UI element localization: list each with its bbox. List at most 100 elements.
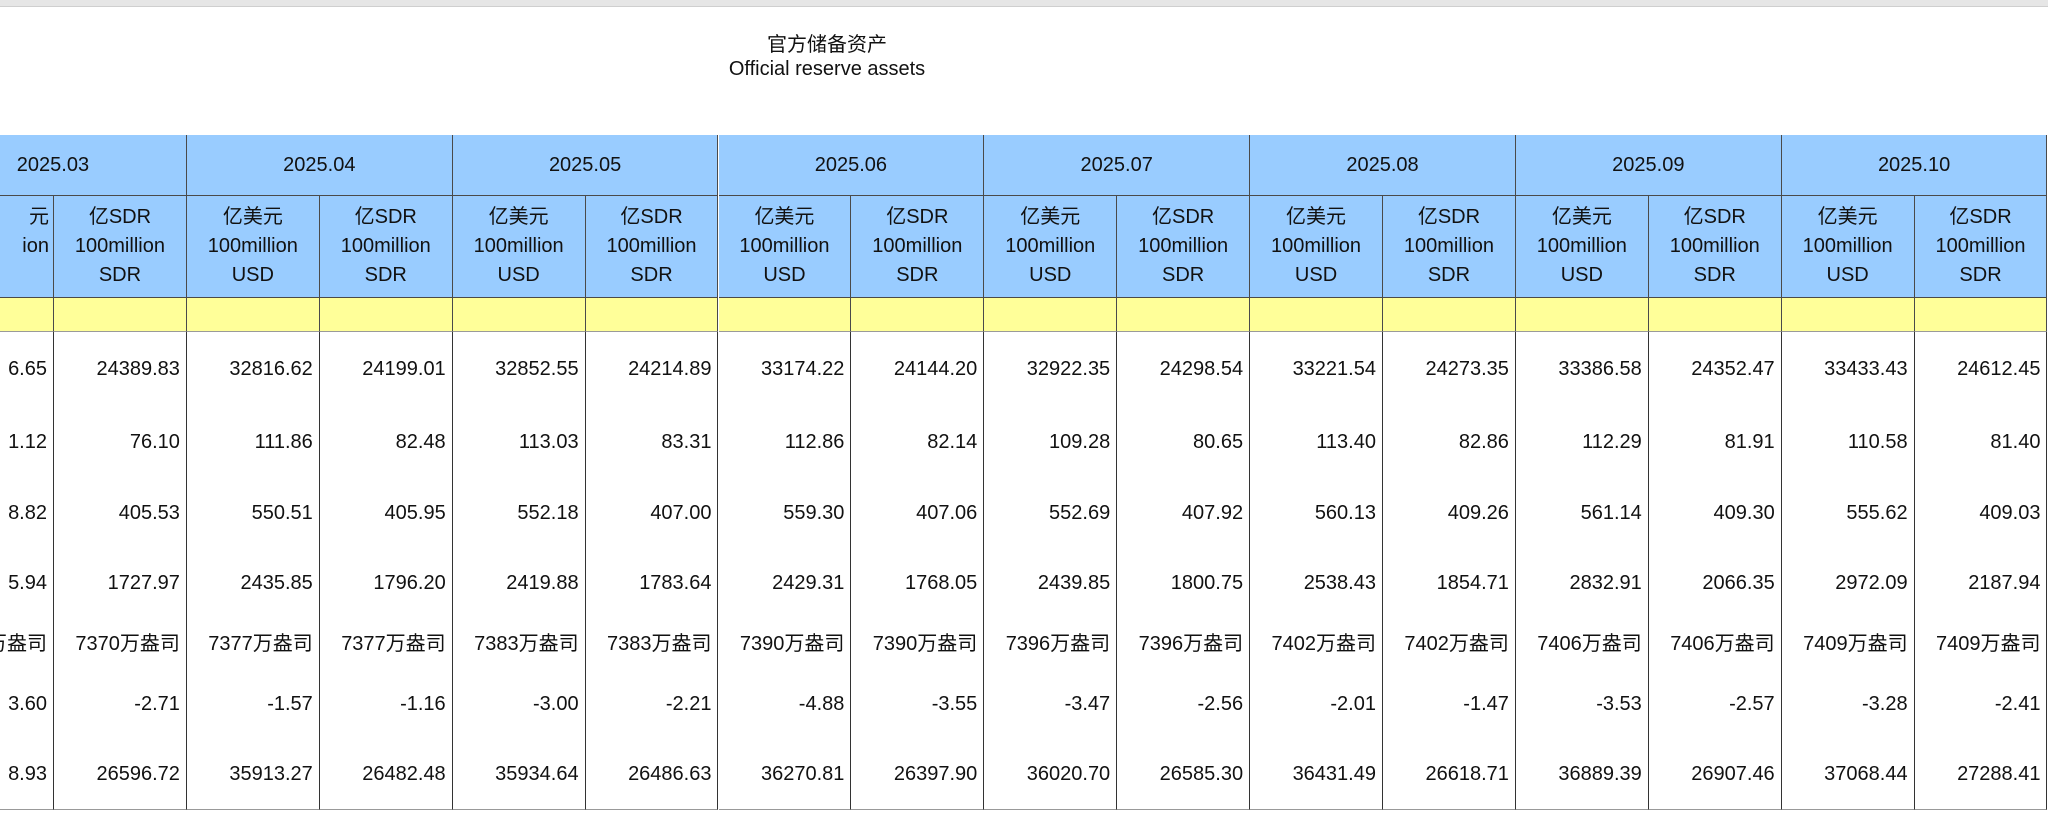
cell-value: 7406万盎司 <box>1670 632 1775 655</box>
data-cell: 2439.85 <box>984 548 1118 619</box>
data-cell: 37068.44 <box>1781 740 1915 810</box>
data-cell: -3.00 <box>453 669 586 740</box>
data-cell: 24199.01 <box>320 332 453 406</box>
data-cell: 万盎司 <box>0 619 54 669</box>
data-cell: 113.40 <box>1250 406 1383 478</box>
cell-value: -2.01 <box>1330 693 1376 715</box>
cell-value: 24199.01 <box>362 357 446 380</box>
blank-row <box>1781 298 1915 332</box>
data-cell: 7396万盎司 <box>984 619 1118 669</box>
unit-label: 100million <box>207 235 298 257</box>
cell-value: 33433.43 <box>1824 357 1908 380</box>
cell-value: 559.30 <box>783 501 845 524</box>
unit-label: USD <box>1029 264 1072 286</box>
cell-value: 7390万盎司 <box>872 632 978 655</box>
data-cell: 7402万盎司 <box>1250 619 1383 669</box>
data-cell: 26907.46 <box>1648 740 1782 810</box>
cell-value: 81.91 <box>1724 430 1775 453</box>
cell-value: -3.00 <box>532 693 579 715</box>
data-cell: 113.03 <box>453 406 586 478</box>
data-cell: 8.82 <box>0 478 54 548</box>
month-header: 2025.05 <box>452 135 719 196</box>
data-cell: 32816.62 <box>187 332 320 406</box>
cell-value: 8.93 <box>8 763 47 785</box>
month-header: 2025.08 <box>1250 135 1516 196</box>
cell-value: 1800.75 <box>1170 572 1244 594</box>
data-cell: -4.88 <box>719 669 852 740</box>
unit-label: 100million <box>74 235 165 257</box>
data-cell: 1796.20 <box>320 548 453 619</box>
cell-value: 82.86 <box>1458 430 1509 453</box>
data-cell: 1800.75 <box>1117 548 1251 619</box>
data-cell: 110.58 <box>1782 406 1915 478</box>
unit-label: 亿美元 <box>222 206 283 228</box>
unit-label: 100million <box>1403 235 1494 257</box>
cell-value: 560.13 <box>1314 501 1376 524</box>
cell-value: 36431.49 <box>1292 763 1376 785</box>
blank-row <box>186 298 320 332</box>
cell-value: 1727.97 <box>107 572 180 594</box>
cell-value: 109.28 <box>1049 430 1111 453</box>
title-zh: 官方储备资产 <box>767 34 887 56</box>
unit-label: 亿美元 <box>754 206 815 228</box>
cell-value: 112.29 <box>1582 430 1642 453</box>
unit-label: USD <box>1826 264 1869 286</box>
data-cell: 1854.71 <box>1383 548 1516 619</box>
unit-label: 亿SDR <box>1152 206 1215 228</box>
data-cell: 32922.35 <box>984 332 1118 406</box>
blank-row <box>718 298 852 332</box>
cell-value: 2419.88 <box>506 572 579 594</box>
unit-label: 元 <box>29 206 49 228</box>
data-cell: 33221.54 <box>1250 332 1383 406</box>
cell-value: 24273.35 <box>1425 357 1509 380</box>
cell-value: 80.65 <box>1193 430 1244 453</box>
data-cell: 82.14 <box>851 406 985 478</box>
cell-value: 555.62 <box>1846 501 1908 524</box>
cell-value: 2439.85 <box>1037 572 1111 594</box>
cell-value: 2429.31 <box>772 572 845 594</box>
data-cell: 7383万盎司 <box>586 619 719 669</box>
cell-value: 26486.63 <box>628 763 712 785</box>
cell-value: -1.16 <box>400 693 446 715</box>
data-cell: 2419.88 <box>453 548 586 619</box>
unit-label: ion <box>22 235 49 257</box>
cell-value: 7409万盎司 <box>1935 632 2041 655</box>
data-cell: 32852.55 <box>453 332 586 406</box>
data-cell: 407.06 <box>851 478 985 548</box>
cell-value: 32816.62 <box>229 357 313 380</box>
unit-label: 100million <box>739 235 830 257</box>
cell-value: 26596.72 <box>96 763 180 785</box>
data-cell: 7409万盎司 <box>1915 619 2048 669</box>
cell-value: -2.21 <box>665 693 712 715</box>
data-cell: 409.30 <box>1649 478 1782 548</box>
month-header: 2025.07 <box>984 135 1251 196</box>
unit-label: 亿SDR <box>1683 206 1746 228</box>
unit-label: 100million <box>473 235 564 257</box>
cell-value: 万盎司 <box>0 632 47 655</box>
data-cell: 409.03 <box>1915 478 2048 548</box>
unit-header: 亿SDR 100million SDR <box>1648 196 1782 298</box>
month-header: 2025.10 <box>1781 135 2048 196</box>
unit-label: 亿SDR <box>1417 206 1481 228</box>
cell-value: -3.28 <box>1861 693 1908 715</box>
column-header-strip <box>0 0 2048 7</box>
data-cell: 2972.09 <box>1782 548 1915 619</box>
cell-value: 37068.44 <box>1824 763 1908 785</box>
data-cell: 2187.94 <box>1915 548 2048 619</box>
unit-label: 亿美元 <box>1020 206 1081 228</box>
data-cell: 33386.58 <box>1516 332 1649 406</box>
blank-row <box>1117 298 1251 332</box>
blank-row <box>984 298 1118 332</box>
cell-value: 550.51 <box>251 501 313 524</box>
cell-value: 24389.83 <box>96 357 180 380</box>
data-cell: 5.94 <box>0 548 54 619</box>
cell-value: 32922.35 <box>1026 357 1111 380</box>
unit-label: 100million <box>1669 235 1760 257</box>
data-cell: 2066.35 <box>1649 548 1782 619</box>
unit-label: 100million <box>1138 235 1229 257</box>
unit-label: SDR <box>1162 264 1205 286</box>
data-cell: 2435.85 <box>187 548 320 619</box>
data-cell: 83.31 <box>586 406 719 478</box>
data-cell: 81.40 <box>1915 406 2048 478</box>
data-cell: 2429.31 <box>719 548 852 619</box>
